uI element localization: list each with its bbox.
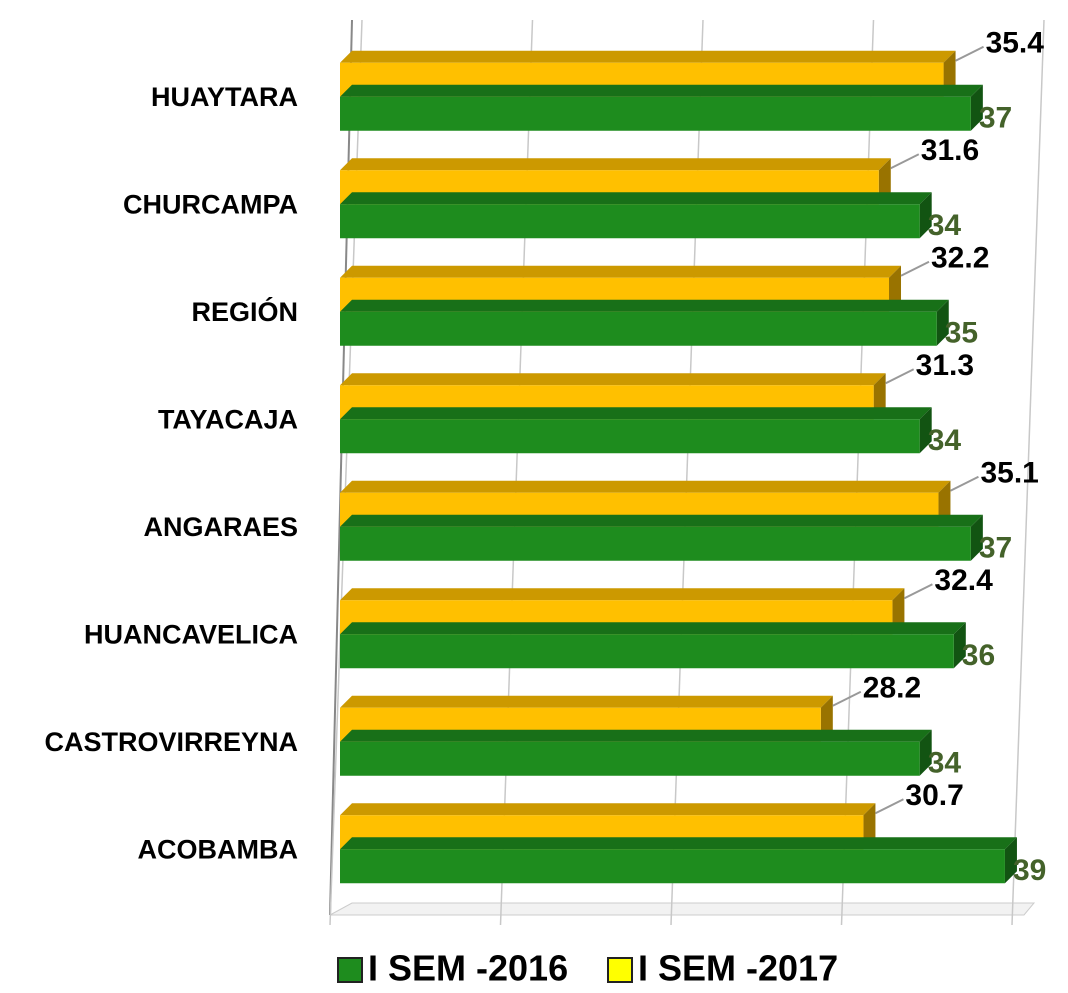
data-label: 39 (1013, 854, 1046, 887)
leader-line (955, 45, 985, 62)
y-tick-label: ANGARAES (143, 512, 298, 542)
bar-face (340, 265, 902, 278)
y-tick-label: TAYACAJA (158, 404, 298, 434)
bar-face (970, 514, 983, 561)
leader-line (874, 798, 904, 815)
bar (340, 192, 932, 239)
data-label: 30.7 (905, 779, 963, 812)
grid-line (670, 19, 704, 926)
bar-face (340, 588, 905, 601)
data-label: 35.1 (980, 457, 1038, 490)
bar (340, 837, 1017, 884)
bar-face (919, 407, 932, 454)
bar-face (340, 204, 920, 239)
bar (340, 84, 983, 131)
bar-face (340, 373, 886, 386)
bar (340, 407, 932, 454)
bar-face (340, 695, 833, 708)
legend-label: I SEM -2017 (638, 948, 838, 989)
bar-face (970, 84, 983, 131)
legend-swatch (607, 957, 633, 983)
legend-swatch (337, 957, 363, 983)
data-label: 35 (945, 317, 978, 350)
bar-face (340, 526, 971, 561)
bar-face (936, 299, 949, 346)
left-wall (329, 19, 353, 916)
y-tick-label: HUANCAVELICA (84, 619, 298, 649)
data-label: 32.2 (931, 242, 989, 275)
bar-face (340, 407, 932, 420)
leader-line (950, 475, 979, 492)
bar-face (340, 741, 920, 776)
data-label: 28.2 (863, 672, 921, 705)
leader-line (903, 583, 933, 600)
grid-line (499, 19, 534, 926)
data-label: 34 (928, 209, 962, 242)
bar-face (340, 622, 966, 635)
legend-label: I SEM -2016 (368, 948, 568, 989)
grid-line (840, 19, 875, 926)
data-label: 31.3 (916, 349, 974, 382)
bar-face (340, 837, 1017, 850)
bar (340, 514, 983, 561)
y-tick-label: REGIÓN (191, 296, 298, 327)
bar (340, 729, 932, 776)
data-label: 37 (979, 102, 1012, 135)
bar-face (340, 480, 951, 493)
bar-face (1004, 837, 1017, 884)
data-label: 34 (928, 747, 962, 780)
data-label: 32.4 (934, 564, 993, 597)
data-label: 36 (962, 639, 995, 672)
bar-face (953, 622, 966, 669)
bar-face (340, 84, 983, 97)
leader-line (832, 690, 862, 707)
y-tick-label: CHURCAMPA (123, 189, 298, 219)
bar-face (340, 419, 920, 454)
leader-line (890, 153, 920, 170)
bar-face (340, 514, 983, 527)
y-tick-label: CASTROVIRREYNA (44, 727, 298, 757)
data-label: 34 (928, 424, 962, 457)
bar-face (340, 50, 956, 63)
bar-face (919, 192, 932, 239)
y-tick-label: HUAYTARA (151, 82, 298, 112)
data-label: 35.4 (986, 27, 1045, 60)
grid-line (329, 19, 363, 926)
bar-face (340, 803, 876, 816)
bar-face (340, 849, 1005, 884)
bar-face (340, 158, 891, 171)
floor (329, 902, 1036, 916)
grid-line (1011, 19, 1045, 926)
bar (340, 299, 949, 346)
bar-face (340, 634, 954, 669)
data-label: 31.6 (921, 134, 979, 167)
bar-face (919, 729, 932, 776)
bar-face (340, 311, 937, 346)
leader-line (885, 368, 915, 385)
y-tick-label: ACOBAMBA (138, 834, 298, 864)
data-label: 37 (979, 532, 1012, 565)
bar-face (340, 192, 932, 205)
leader-line (900, 260, 930, 277)
bar-face (340, 729, 932, 742)
bar (340, 622, 966, 669)
bar-face (340, 299, 949, 312)
bar-face (340, 96, 971, 131)
